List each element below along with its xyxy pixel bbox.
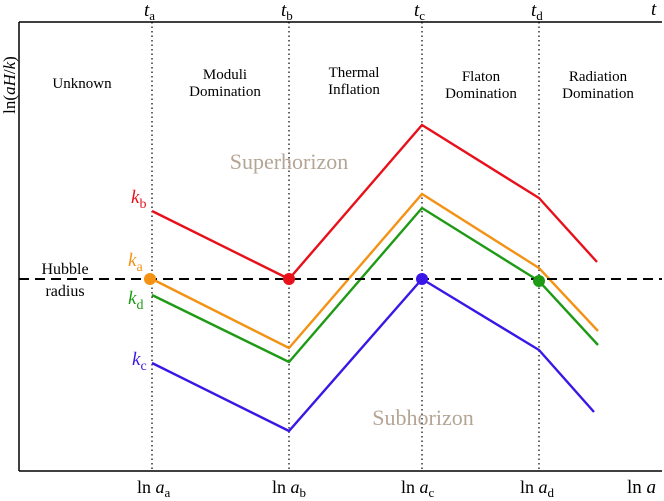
time-label-c: tc [414,0,425,23]
mode-label-kb: kb [131,187,146,212]
mode-label-kc: kc [132,349,147,374]
ln-a-label-d: ln ad [520,477,555,500]
mode-curve-ka [151,192,599,350]
era-thermal-line2: Inflation [328,82,380,98]
era-moduli-line1: Moduli [203,67,247,83]
era-thermal-line1: Thermal [329,65,380,81]
x-axis-label: ln a [627,477,656,498]
ln-a-label-b: ln ab [272,477,306,500]
time-label-d: td [531,0,543,23]
crossing-point-ka [144,273,156,285]
era-moduli-line2: Domination [189,84,261,100]
ln-a-label-a: ln aa [137,477,171,500]
t-axis-label: t [651,0,657,20]
era-radiation-line2: Domination [562,86,634,102]
time-label-a: ta [144,0,155,23]
crossing-point-kb [283,273,295,285]
mode-label-kd: kd [128,288,143,313]
era-unknown: Unknown [52,76,112,92]
y-axis-label: ln(aH/k) [0,56,19,114]
mode-curve-kd [151,206,599,364]
superhorizon-label: Superhorizon [230,149,349,174]
era-flaton-line2: Domination [445,86,517,102]
hubble-label-line1: Hubble [41,261,88,278]
time-label-b: tb [281,0,293,23]
crossing-point-kd [533,275,545,287]
ln-a-label-c: ln ac [401,477,435,500]
subhorizon-label: Subhorizon [372,405,473,430]
era-radiation-line1: Radiation [569,69,628,85]
mode-curve-kb [151,123,598,281]
era-flaton-line1: Flaton [462,69,501,85]
mode-label-ka: ka [128,250,143,275]
hubble-label-line2: radius [45,283,84,300]
crossing-point-kc [416,273,428,285]
